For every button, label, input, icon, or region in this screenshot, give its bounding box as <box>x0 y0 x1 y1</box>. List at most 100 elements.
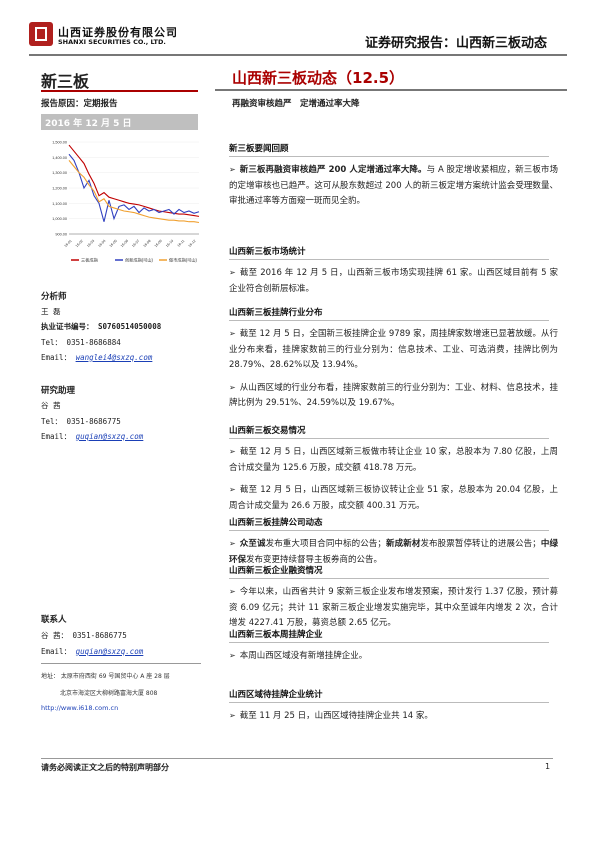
bullet-arrow-icon: ➢ <box>229 268 236 277</box>
section-divider <box>229 156 549 157</box>
bullet-arrow-icon: ➢ <box>229 587 236 596</box>
company-name: 新成新材 <box>385 539 421 549</box>
website-link[interactable]: http://www.i618.com.cn <box>41 704 119 712</box>
paragraph: ➢ 众至诚发布重大项目合同中标的公告；新成新材发布股票暂停转让的进展公告；中绿环保… <box>229 536 558 568</box>
contact-email-label: Email： <box>41 647 72 656</box>
section-divider <box>229 530 549 531</box>
section-heading: 山西新三板挂牌行业分布 <box>229 308 323 318</box>
x-tick-label: 16-12 <box>188 239 197 248</box>
analyst-name: 王 磊 <box>41 307 61 316</box>
y-tick-label: 1,300.00 <box>52 171 67 175</box>
section-body: ➢ 新三板再融资审核趋严 200 人定增通过率大降。与 A 股定增收紧相应，新三板… <box>229 162 558 216</box>
contact-label: 联系人 <box>41 615 67 625</box>
analyst-email-link[interactable]: wanglei4@sxzq.com <box>75 353 153 362</box>
address-line-2: 北京市海淀区大柳树路富海大厦 808 <box>60 690 158 697</box>
x-tick-label: 16-05 <box>109 239 118 248</box>
assistant-label: 研究助理 <box>41 386 76 396</box>
x-tick-label: 16-01 <box>64 239 73 248</box>
section-heading: 山西新三板企业融资情况 <box>229 566 323 576</box>
report-reason: 报告原因：定期报告 <box>41 99 118 109</box>
company-name: 众至诚 <box>239 539 266 549</box>
bullet-arrow-icon: ➢ <box>229 711 236 720</box>
series-line <box>68 160 200 224</box>
announcement-text: 发布股票暂停转让的进展公告； <box>420 539 541 549</box>
announcement-text: 发布变更持续督导主板券商的公告。 <box>246 554 383 565</box>
cert-number: 执业证书编号： S0760514050008 <box>41 322 162 331</box>
company-name-en: SHANXI SECURITIES CO., LTD. <box>58 38 166 46</box>
analyst-label: 分析师 <box>41 292 67 302</box>
section-heading: 新三板要闻回顾 <box>229 144 289 154</box>
legend-label: 创新成指(可山) <box>125 257 154 264</box>
company-logo <box>29 22 53 46</box>
assistant-tel: Tel： 0351-8686775 <box>41 417 121 426</box>
paragraph: ➢ 新三板再融资审核趋严 200 人定增通过率大降。与 A 股定增收紧相应，新三板… <box>229 162 558 210</box>
bullet-arrow-icon: ➢ <box>229 539 236 548</box>
bullet-arrow-icon: ➢ <box>229 165 236 174</box>
x-tick-label: 16-03 <box>86 239 95 248</box>
section-divider <box>229 578 549 579</box>
paragraph-text: 从山西区域的行业分布看，挂牌家数前三的行业分别为：工业、材料、信息技术，挂牌比例… <box>229 382 558 409</box>
bullet-arrow-icon: ➢ <box>229 382 236 392</box>
paragraph: ➢ 截至 12 月 5 日，全国新三板挂牌企业 9789 家，周挂牌家数增速已显著… <box>229 326 558 374</box>
x-tick-label: 16-06 <box>120 239 129 248</box>
section-body: ➢ 截至 11 月 25 日，山西区域待挂牌企业共 14 家。 <box>229 708 558 731</box>
section-divider <box>229 320 549 321</box>
date-bar <box>41 114 198 130</box>
paragraph-text: 截至 12 月 5 日，山西区域新三板协议转让企业 51 家，总股本为 20.0… <box>229 485 558 511</box>
section-body: ➢ 今年以来，山西省共计 9 家新三板企业发布增发预案，预计发行 1.37 亿股，… <box>229 584 558 638</box>
series-line <box>68 153 200 222</box>
assistant-email-label: Email： <box>41 432 72 441</box>
section-heading: 山西新三板本周挂牌企业 <box>229 630 323 640</box>
section-heading: 山西区域待挂牌企业统计 <box>229 690 323 700</box>
index-line-chart: 1,500.00 1,400.00 1,300.00 1,200.00 1,100.00… <box>52 141 200 264</box>
section-heading: 山西新三板交易情况 <box>229 426 306 436</box>
section-heading: 山西新三板挂牌公司动态 <box>229 518 323 528</box>
section-divider <box>229 702 549 703</box>
report-header-title: 证券研究报告：山西新三板动态 <box>364 36 547 51</box>
x-tick-label: 16-11 <box>176 239 185 248</box>
y-tick-label: 1,500.00 <box>52 141 67 145</box>
paragraph: ➢ 本周山西区域没有新增挂牌企业。 <box>229 648 558 665</box>
bullet-arrow-icon: ➢ <box>229 447 236 456</box>
paragraph-text: 与 A 股定增收紧相应，新三板市场的定增审核也已趋严。这可从股东数超过 200 … <box>229 165 558 206</box>
y-tick-label: 900.00 <box>55 233 67 237</box>
analyst-tel: Tel： 0351-8686884 <box>41 338 121 347</box>
company-name: 中绿环保 <box>229 539 558 565</box>
paragraph: ➢ 截至 12 月 5 日，山西区域新三板协议转让企业 51 家，总股本为 20.… <box>229 482 558 514</box>
paragraph: ➢ 从山西区域的行业分布看，挂牌家数前三的行业分别为：工业、材料、信息技术，挂牌比… <box>229 380 558 412</box>
footer-divider <box>41 758 553 759</box>
contact-email-link[interactable]: guqian@sxzq.com <box>75 647 144 656</box>
y-tick-label: 1,000.00 <box>52 217 67 221</box>
x-tick-label: 16-08 <box>142 239 151 248</box>
legend-label: 三板成指 <box>81 257 98 264</box>
series-line <box>68 144 200 217</box>
bullet-arrow-icon: ➢ <box>229 651 236 660</box>
main-title: 山西新三板动态（12.5） <box>232 69 405 87</box>
report-date: 2016 年 12 月 5 日 <box>45 119 132 129</box>
analyst-email-label: Email： <box>41 353 72 362</box>
contact-divider <box>41 663 201 664</box>
paragraph-text: 截至 2016 年 12 月 5 日，山西新三板市场实现挂牌 61 家。山西区域… <box>229 268 558 294</box>
section-body: ➢ 本周山西区域没有新增挂牌企业。 <box>229 648 558 671</box>
x-tick-label: 16-02 <box>75 239 84 248</box>
contact-tel: 谷 茜： 0351-8686775 <box>41 631 127 640</box>
y-tick-label: 1,400.00 <box>52 156 67 160</box>
paragraph-text: 本周山西区域没有新增挂牌企业。 <box>239 651 368 661</box>
section-divider <box>229 438 549 439</box>
paragraph: ➢ 今年以来，山西省共计 9 家新三板企业发布增发预案，预计发行 1.37 亿股，… <box>229 584 558 632</box>
x-tick-label: 16-07 <box>131 239 140 248</box>
paragraph: ➢ 截至 11 月 25 日，山西区域待挂牌企业共 14 家。 <box>229 708 558 725</box>
paragraph-text: 截至 12 月 5 日，全国新三板挂牌企业 9789 家，周挂牌家数增速已显著放… <box>229 329 558 370</box>
section-body: ➢ 截至 12 月 5 日，全国新三板挂牌企业 9789 家，周挂牌家数增速已显著… <box>229 326 558 418</box>
footer-disclaimer: 请务必阅读正文之后的特别声明部分 <box>41 763 169 772</box>
bullet-arrow-icon: ➢ <box>229 485 236 494</box>
section-heading: 山西新三板市场统计 <box>229 247 306 257</box>
section-body: ➢ 众至诚发布重大项目合同中标的公告；新成新材发布股票暂停转让的进展公告；中绿环保… <box>229 536 558 568</box>
header-divider <box>29 54 567 56</box>
y-tick-label: 1,100.00 <box>52 202 67 206</box>
paragraph-text: 今年以来，山西省共计 9 家新三板企业发布增发预案，预计发行 1.37 亿股，预… <box>229 587 558 628</box>
assistant-email-link[interactable]: guqian@sxzq.com <box>75 432 144 441</box>
section-divider <box>229 642 549 643</box>
x-tick-label: 16-09 <box>154 239 163 248</box>
paragraph: ➢ 截至 12 月 5 日，山西区域新三板做市转让企业 10 家，总股本为 7.8… <box>229 444 558 476</box>
